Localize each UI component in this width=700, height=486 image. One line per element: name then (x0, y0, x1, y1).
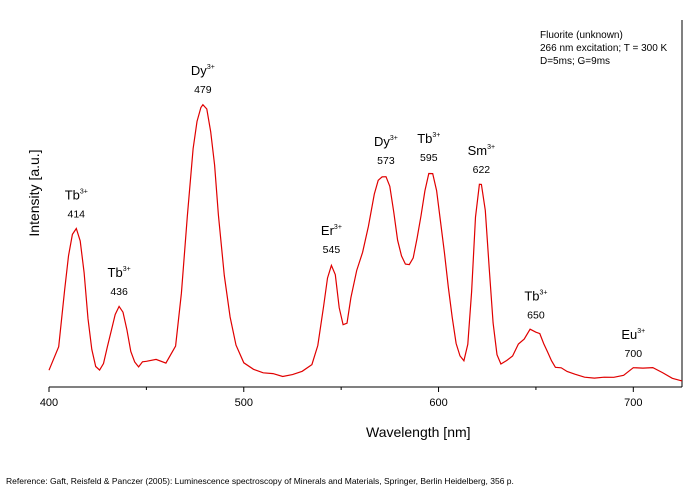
x-tick-label: 600 (429, 397, 447, 409)
peak-wavelength-label: 622 (473, 164, 491, 176)
peak-ion-label: Dy3+ (374, 134, 398, 149)
peak-ion-label: Sm3+ (468, 143, 495, 158)
peak-label: Er3+ 545 (321, 223, 342, 256)
peak-ion-label: Eu3+ (621, 327, 645, 342)
peak-ion-label: Tb3+ (65, 188, 88, 203)
x-axis-label: Wavelength [nm] (366, 424, 471, 440)
peak-wavelength-label: 573 (377, 155, 395, 167)
x-tick-label: 700 (624, 397, 642, 409)
peak-label: Tb3+ 414 (65, 188, 88, 221)
x-tick-label: 500 (235, 397, 253, 409)
peak-label: Eu3+ 700 (621, 327, 645, 360)
peak-wavelength-label: 414 (68, 209, 86, 221)
peak-wavelength-label: 650 (527, 310, 545, 322)
peak-wavelength-label: 700 (625, 348, 643, 360)
peak-wavelength-label: 479 (194, 84, 212, 96)
x-ticks: 400 500 600 700 (40, 387, 642, 409)
peak-label: Dy3+ 479 (191, 63, 215, 96)
sample-label: Fluorite (unknown) (540, 30, 623, 41)
excitation-label: 266 nm excitation; T = 300 K (540, 43, 668, 54)
peak-label: Dy3+ 573 (374, 134, 398, 167)
reference-text: Reference: Gaft, Reisfeld & Panczer (200… (6, 476, 514, 486)
peak-label: Tb3+ 436 (108, 265, 131, 298)
emission-curve (48, 103, 683, 382)
y-axis-label: Intensity [a.u.] (26, 149, 42, 237)
x-tick-label: 400 (40, 397, 58, 409)
measurement-note: Fluorite (unknown) 266 nm excitation; T … (540, 29, 667, 68)
peak-ion-label: Tb3+ (524, 289, 547, 304)
peak-ion-label: Er3+ (321, 223, 342, 238)
timing-label: D=5ms; G=9ms (540, 56, 611, 67)
peak-label: Sm3+ 622 (468, 143, 495, 176)
peak-ion-label: Tb3+ (417, 131, 440, 146)
peak-wavelength-label: 595 (420, 152, 438, 164)
plot-frame (49, 20, 683, 388)
peak-ion-label: Tb3+ (108, 265, 131, 280)
peak-label: Tb3+ 650 (524, 289, 547, 322)
peak-ion-label: Dy3+ (191, 63, 215, 78)
peak-wavelength-label: 545 (323, 244, 341, 256)
peak-wavelength-label: 436 (110, 286, 128, 298)
peak-label: Tb3+ 595 (417, 131, 440, 164)
peak-labels: Tb3+ 414 Tb3+ 436 Dy3+ 479 Er3+ 545 Dy3+ 573 Tb3+ 5… (65, 63, 646, 360)
